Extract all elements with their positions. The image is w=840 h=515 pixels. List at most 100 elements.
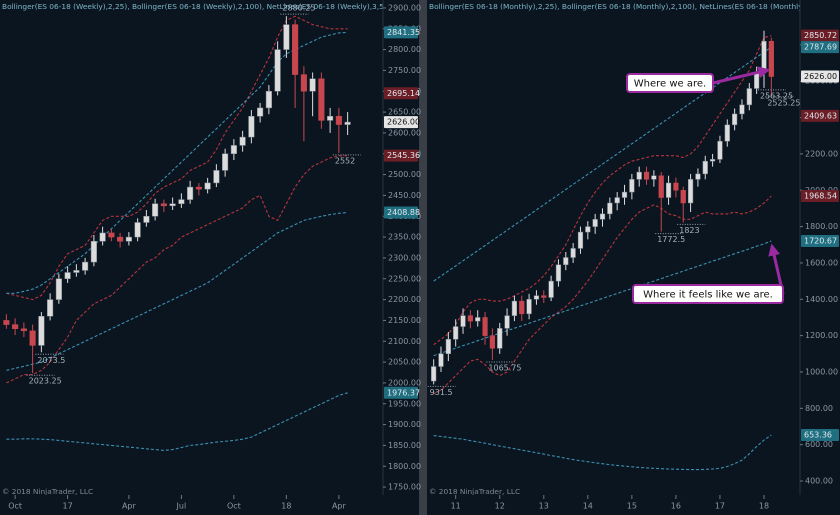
y-tick-label: 2900.00 (388, 3, 421, 12)
candle-body (555, 264, 562, 282)
price-marker (801, 29, 839, 42)
annotation-box (626, 73, 714, 93)
y-tick-label: 1800.00 (805, 222, 838, 231)
candle-body (570, 248, 576, 258)
candle-body (12, 324, 19, 330)
candle-body (134, 222, 141, 238)
band-line (433, 240, 772, 357)
net-level-label: 2023.25 (29, 377, 62, 386)
candle-body (283, 24, 290, 50)
candle-body (335, 116, 342, 125)
x-tick-label: 11 (451, 502, 461, 511)
candle-body (318, 78, 325, 121)
x-tick-label: 17 (63, 502, 73, 511)
price-marker (801, 428, 839, 441)
price-marker (384, 87, 418, 100)
price-marker (384, 116, 418, 129)
net-level-label: 2073.5 (37, 356, 65, 365)
x-tick-label: 16 (671, 502, 681, 511)
price-marker (384, 26, 418, 39)
candle-body (739, 104, 745, 115)
y-tick-label: 2450.00 (388, 191, 421, 200)
candle-body (592, 219, 598, 227)
band-line (433, 46, 772, 282)
band-line (6, 31, 348, 294)
indicator-header: Bollinger(ES 06-18 (Weekly),2,25), Bolli… (2, 2, 429, 11)
price-marker (384, 206, 418, 219)
copyright: © 2018 NinjaTrader, LLC (429, 487, 520, 496)
price-marker (384, 149, 418, 162)
candle-body (629, 179, 635, 193)
price-marker (801, 109, 839, 122)
annotation-arrow (712, 66, 771, 85)
candle-body (702, 160, 708, 175)
candle-body (761, 41, 767, 73)
candle-body (680, 190, 686, 204)
x-tick-label: 15 (627, 502, 637, 511)
price-marker (801, 70, 839, 83)
annotation-text: Where it feels like we are. (643, 290, 773, 301)
y-tick-label: 2000.00 (388, 378, 421, 387)
candle-body (519, 300, 525, 315)
candle-body (55, 278, 62, 300)
candle-body (274, 49, 281, 92)
candle-body (533, 295, 540, 300)
candle-body (222, 153, 229, 171)
y-tick-label: 1800.00 (388, 462, 421, 471)
price-marker-label: 2841.35 (387, 28, 420, 37)
net-level-label: 1823 (679, 226, 699, 235)
candle-body (665, 182, 672, 198)
candle-body (467, 315, 473, 322)
candle-body (99, 232, 106, 242)
y-tick-label: 600.00 (805, 440, 833, 449)
candle-body (585, 226, 591, 233)
candle-body (230, 145, 237, 155)
candle-body (599, 213, 606, 220)
candle-body (526, 299, 532, 315)
y-tick-label: 1000.00 (805, 367, 838, 376)
annotation-text: Where we are. (634, 79, 706, 90)
candle-body (504, 315, 510, 329)
y-tick-label: 2500.00 (388, 170, 421, 179)
price-marker-label: 2626.00 (387, 118, 420, 127)
y-tick-label: 1400.00 (805, 295, 838, 304)
y-tick-label: 2150.00 (388, 316, 421, 325)
candle-body (3, 320, 10, 325)
y-tick-label: 1600.00 (805, 258, 838, 267)
y-tick-label: 2600.00 (388, 128, 421, 137)
candle-body (195, 186, 202, 190)
y-tick-label: 1950.00 (388, 399, 421, 408)
candle-body (152, 203, 159, 217)
candle-body (117, 236, 124, 242)
x-tick-label: 14 (583, 502, 593, 511)
candle-body (38, 316, 45, 346)
candle-body (673, 182, 679, 191)
candle-body (169, 203, 176, 207)
candle-body (651, 175, 657, 180)
candle-body (248, 116, 255, 138)
candle-body (90, 241, 97, 263)
plot-area: 2880.25 2552 2073.5 2023.25 Bollinger(ES 06-… (2, 2, 429, 495)
candle-body (563, 257, 569, 266)
candle-body (643, 171, 650, 180)
candle-body (687, 179, 694, 204)
candle-body (658, 175, 664, 198)
candle-body (482, 317, 488, 336)
net-level-label: 2552 (335, 156, 355, 165)
net-level-label: 2525.25 (767, 98, 800, 107)
candle-body (187, 186, 194, 200)
candle-body (125, 236, 132, 242)
price-marker (801, 189, 839, 202)
candle-body (511, 300, 518, 316)
candle-body (475, 317, 481, 322)
price-marker-label: 2408.88 (387, 208, 420, 217)
net-level-label: 1772.5 (657, 235, 685, 244)
candle-body (108, 232, 115, 238)
y-tick-label: 2350.00 (388, 233, 421, 242)
y-tick-label: 2750.00 (388, 66, 421, 75)
candle-body (460, 315, 466, 327)
y-tick-label: 1900.00 (388, 420, 421, 429)
panel-divider (419, 0, 427, 515)
y-tick-label: 2650.00 (388, 108, 421, 117)
candle-body (344, 121, 351, 125)
